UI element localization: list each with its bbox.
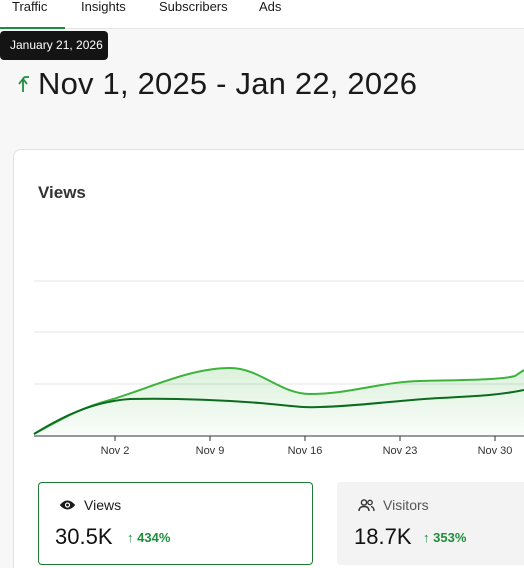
views-metric-header: Views bbox=[59, 497, 121, 513]
arrow-up-icon: ↑ bbox=[423, 530, 430, 545]
tab-traffic[interactable]: Traffic bbox=[0, 0, 65, 29]
visitors-metric-change: ↑ 353% bbox=[423, 530, 466, 545]
tab-bar: Traffic Insights Subscribers Ads bbox=[0, 0, 524, 29]
views-metric-label: Views bbox=[84, 497, 122, 513]
visitors-metric-label: Visitors bbox=[383, 497, 429, 513]
views-metric-value: 30.5K bbox=[55, 524, 113, 549]
visitors-metric-card[interactable]: Visitors 18.7K ↑ 353% bbox=[337, 482, 524, 565]
date-range-header[interactable]: Nov 1, 2025 - Jan 22, 2026 bbox=[14, 64, 417, 104]
visitors-change-value: 353% bbox=[433, 530, 467, 545]
users-icon bbox=[358, 498, 375, 511]
return-arrow-icon bbox=[14, 72, 36, 96]
views-metric-change: ↑ 434% bbox=[127, 530, 170, 545]
arrow-up-icon: ↑ bbox=[127, 530, 134, 545]
date-range-text: Nov 1, 2025 - Jan 22, 2026 bbox=[38, 66, 418, 101]
date-tooltip: January 21, 2026 bbox=[0, 31, 108, 60]
views-metric-card[interactable]: Views 30.5K ↑ 434% bbox=[38, 482, 313, 565]
visitors-metric-header: Visitors bbox=[358, 497, 429, 513]
eye-icon bbox=[59, 500, 76, 510]
chart-title: Views bbox=[38, 183, 86, 202]
tab-ads[interactable]: Ads bbox=[259, 0, 282, 14]
views-change-value: 434% bbox=[137, 530, 171, 545]
tab-insights[interactable]: Insights bbox=[81, 0, 126, 14]
visitors-metric-value: 18.7K bbox=[354, 524, 412, 549]
tab-subscribers[interactable]: Subscribers bbox=[159, 0, 228, 14]
